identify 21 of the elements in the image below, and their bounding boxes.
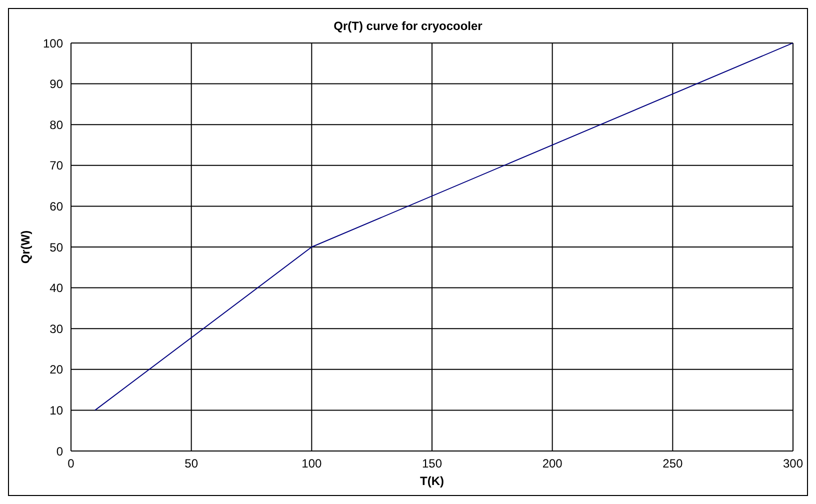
x-tick-label: 200	[542, 456, 563, 471]
y-tick-label: 0	[56, 444, 64, 458]
y-tick-label: 100	[42, 36, 64, 50]
y-tick-label: 60	[50, 199, 64, 214]
y-tick-label: 40	[50, 281, 64, 296]
y-tick-label: 30	[50, 322, 64, 336]
x-tick-label: 250	[662, 456, 683, 471]
x-tick-label: 0	[68, 456, 75, 471]
x-tick-label: 50	[184, 456, 198, 471]
y-tick-label: 10	[50, 403, 64, 418]
y-tick-label: 70	[50, 158, 64, 173]
y-axis-title: Qr(W)	[18, 230, 32, 264]
y-tick-label: 80	[50, 118, 64, 132]
y-tick-label: 20	[50, 362, 64, 377]
y-tick-label: 90	[50, 77, 64, 92]
x-tick-label: 150	[422, 456, 442, 471]
x-tick-label: 100	[302, 456, 322, 471]
y-tick-label: 50	[50, 240, 64, 254]
x-tick-label: 300	[782, 456, 804, 471]
chart-title: Qr(T) curve for cryocooler	[332, 19, 484, 33]
x-axis-title: T(K)	[420, 474, 444, 488]
